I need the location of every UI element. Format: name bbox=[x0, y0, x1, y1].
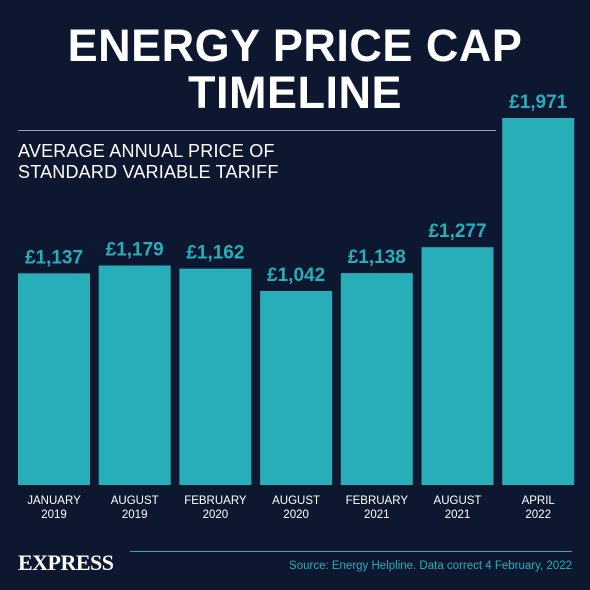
value-label-1: £1,137 bbox=[25, 247, 83, 268]
x-tick-label-4: AUGUST 2020 bbox=[272, 495, 320, 521]
value-label-2: £1,179 bbox=[106, 240, 164, 261]
title-line-1: ENERGY PRICE CAP bbox=[67, 20, 523, 71]
x-tick-label-7: APRIL 2022 bbox=[522, 495, 556, 521]
footer-divider bbox=[130, 551, 572, 552]
bar-7 bbox=[502, 118, 575, 485]
bar-3 bbox=[179, 268, 252, 485]
x-tick-label-1: JANUARY 2019 bbox=[27, 495, 81, 521]
value-label-4: £1,042 bbox=[267, 265, 325, 286]
x-tick-label-5: FEBRUARY 2021 bbox=[346, 495, 409, 521]
value-label-3: £1,162 bbox=[186, 243, 244, 264]
title-line-2: TIMELINE bbox=[188, 67, 402, 118]
subtitle-line-2: STANDARD VARIABLE TARIFF bbox=[18, 162, 279, 182]
bar-1 bbox=[18, 273, 90, 485]
page-title: ENERGY PRICE CAP TIMELINE bbox=[0, 22, 590, 116]
subtitle-line-1: AVERAGE ANNUAL PRICE OF bbox=[18, 141, 275, 161]
source-note: Source: Energy Helpline. Data correct 4 … bbox=[289, 560, 572, 572]
chart-subtitle: AVERAGE ANNUAL PRICE OF STANDARD VARIABL… bbox=[18, 141, 279, 183]
title-divider bbox=[18, 130, 496, 131]
value-label-6: £1,277 bbox=[428, 221, 486, 242]
x-tick-label-3: FEBRUARY 2020 bbox=[184, 495, 247, 521]
bar-6 bbox=[421, 247, 494, 485]
value-label-7: £1,971 bbox=[509, 92, 568, 113]
bar-2 bbox=[98, 265, 171, 485]
x-tick-label-2: AUGUST 2019 bbox=[111, 495, 159, 521]
bar-4 bbox=[260, 291, 333, 485]
bar-5 bbox=[340, 273, 413, 485]
value-label-5: £1,138 bbox=[348, 247, 406, 268]
express-logo: EXPRESS bbox=[18, 550, 114, 575]
x-tick-label-6: AUGUST 2021 bbox=[434, 495, 482, 521]
